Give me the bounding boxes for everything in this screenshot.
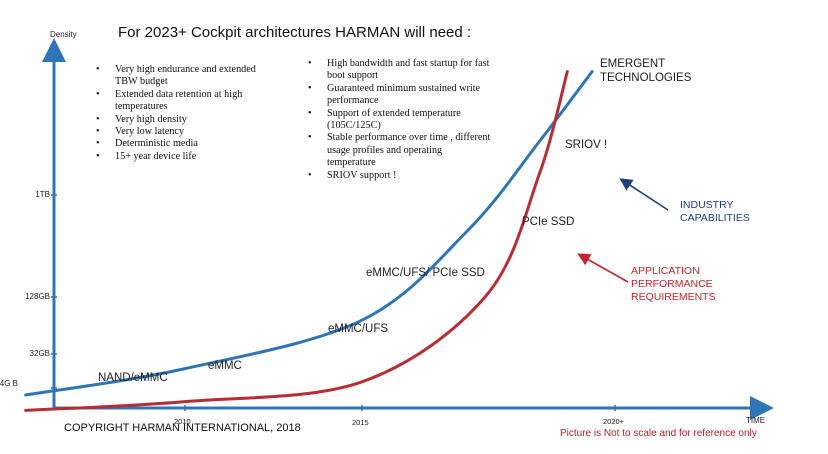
x-tick-label: 2010	[174, 417, 191, 426]
x-tick-label: 2020+	[603, 417, 625, 426]
y-tick-marks	[51, 194, 57, 389]
y-axis-label: Density	[50, 30, 77, 39]
list-item: Very high density	[96, 114, 276, 127]
copyright-text: COPYRIGHT HARMAN INTERNATIONAL, 2018	[64, 422, 301, 434]
list-item: Very high endurance and extended TBW bud…	[96, 64, 276, 89]
list-item: High bandwidth and fast startup for fast…	[308, 58, 493, 83]
list-item: SRIOV support !	[308, 170, 493, 183]
list-item: Support of extended temperature (105C/12…	[308, 108, 493, 133]
stage-label: NAND/eMMC	[98, 372, 168, 384]
application-requirements-line	[24, 70, 569, 412]
list-item: 15+ year device life	[96, 151, 276, 164]
list-item: Guaranteed minimum sustained write perfo…	[308, 83, 493, 108]
x-tick-label: 2015	[352, 418, 369, 427]
stage-label: eMMC	[208, 360, 242, 372]
stage-label: eMMC/UFS	[328, 323, 389, 335]
disclaimer-text: Picture is Not to scale and for referenc…	[560, 428, 757, 439]
industry-pointer-arrow	[619, 178, 669, 211]
y-tick-label: 4G B	[0, 379, 18, 388]
x-tick-marks	[184, 405, 616, 411]
emergent-technologies-label: EMERGENT TECHNOLOGIES	[600, 58, 692, 84]
industry-capabilities-line	[24, 70, 594, 397]
y-tick-label: 1TB	[35, 190, 50, 199]
industry-capabilities-label: INDUSTRY CAPABILITIES	[680, 199, 750, 224]
list-item: Stable performance over time , different…	[308, 132, 493, 169]
list-item: Extended data retention at high temperat…	[96, 89, 276, 114]
x-axis-label: TIME	[746, 416, 766, 425]
stage-label: SRIOV !	[565, 139, 608, 151]
stage-label: PCIe SSD	[522, 216, 575, 228]
application-pointer-arrow	[577, 253, 629, 283]
list-item: Deterministic media	[96, 138, 276, 151]
application-requirements-label: APPLICATION PERFORMANCE REQUIREMENTS	[631, 265, 716, 303]
requirements-left-list: Very high endurance and extended TBW bud…	[96, 64, 276, 164]
y-tick-label: 128GB	[25, 292, 50, 301]
stage-label: eMMC/UFS/ PCIe SSD	[366, 267, 485, 279]
list-item: Very low latency	[96, 126, 276, 139]
y-tick-label: 32GB	[29, 349, 50, 358]
page-title: For 2023+ Cockpit architectures HARMAN w…	[118, 24, 472, 41]
requirements-right-list: High bandwidth and fast startup for fast…	[308, 58, 493, 182]
